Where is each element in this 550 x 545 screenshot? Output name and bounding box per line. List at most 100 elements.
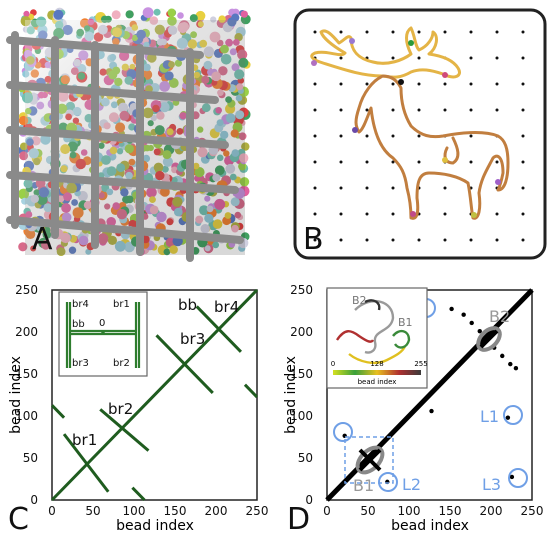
lattice-dot [495,56,499,60]
axis-ticks: 0 50 100 150 200 250 0 50 100 150 200 25… [290,283,543,518]
y-tick-100: 100 [290,409,313,423]
x-tick-0: 0 [48,504,56,518]
inset-br4: br4 [72,299,89,310]
conformation-trace-green [392,329,411,349]
lattice-dot [521,56,525,60]
polymer-bead [177,12,184,19]
contact-dot [505,415,511,420]
lattice-dot [417,238,421,242]
plot-frame [326,289,533,501]
y-tick-250: 250 [15,283,38,297]
contact-segment [155,334,214,394]
feature-labels: B2 B1 L1 L2 L3 [353,307,510,495]
x-tick-0: 0 [323,504,331,518]
contact-dot [509,474,515,480]
x-tick-250: 250 [246,504,269,518]
y-tick-250: 250 [290,283,313,297]
inset-b2: B2 [352,294,367,307]
lattice-grid [6,31,244,262]
lattice-dot [495,30,499,34]
y-tick-0: 0 [305,493,313,507]
polymer-bead [195,10,206,21]
polymer-bead [142,7,154,18]
lattice-dot [313,186,317,190]
label-br1: br1 [72,431,97,449]
y-tick-150: 150 [290,367,313,381]
lattice-dot [365,82,369,86]
contact-dot [477,328,482,334]
l2-circle [378,472,398,492]
b1-dashed-box [344,436,394,484]
contact-dot [500,353,505,359]
x-tick-150: 150 [439,504,462,518]
lattice-dot [391,186,395,190]
body-loop [443,136,460,165]
polymer-bead [53,9,64,20]
lattice-dot [391,160,395,164]
inset-br1: br1 [113,299,130,310]
lattice-dot [469,82,473,86]
contact-segment [243,383,259,399]
contact-segment [50,404,66,419]
lattice-dot [365,160,369,164]
lattice-dot [521,238,525,242]
lattice-dot [443,82,447,86]
lattice-dot [313,30,317,34]
lattice-dot [313,134,317,138]
lattice-dot [391,30,395,34]
lattice-dot [495,108,499,112]
contact-segment [195,305,242,353]
panel-label-a: A [32,222,53,257]
lattice-dot [391,82,395,86]
x-tick-100: 100 [398,504,421,518]
lattice-dot [365,186,369,190]
colorbar [333,370,421,375]
lattice-dot [339,160,343,164]
lattice-dot [521,30,525,34]
lattice-dot [313,82,317,86]
lattice-dot [521,212,525,216]
label-b1: B1 [353,476,374,495]
conformation-trace-gray [354,299,395,354]
lattice-dot [495,160,499,164]
lattice-dot [469,134,473,138]
panel-label-b: B [303,222,324,257]
panel-a: A [0,0,275,270]
lattice-dot [391,238,395,242]
reindeer-beads [311,38,501,218]
lattice-dot [417,108,421,112]
lattice-dot [313,160,317,164]
x-tick-100: 100 [123,504,146,518]
label-l2: L2 [402,475,421,494]
lattice-dot [469,30,473,34]
x-tick-200: 200 [480,504,503,518]
x-tick-200: 200 [205,504,228,518]
lattice-dot [339,212,343,216]
lattice-dot [313,108,317,112]
lattice-dot [521,108,525,112]
label-bb: bb [178,296,197,314]
polymer-bead [23,10,30,17]
contact-segment [62,433,110,493]
lattice-dot [521,82,525,86]
colorbar-label: bead index [358,378,397,386]
feature-markers [333,298,528,492]
antler-curve [310,26,461,79]
reindeer-diagram [293,8,547,260]
lattice-dot [469,56,473,60]
lattice-dot [417,82,421,86]
label-br4: br4 [214,298,239,316]
polymer-cube-illustration [6,7,251,262]
x-tick-250: 250 [521,504,544,518]
y-tick-0: 0 [30,493,38,507]
inset-b1: B1 [398,316,413,329]
lattice-dot [313,212,317,216]
panel-b: B [293,8,548,263]
label-l3: L3 [482,475,501,494]
conformation-trace-dark [364,299,381,311]
panel-label-c: C [8,502,29,537]
lattice-dot [339,186,343,190]
contact-dot [513,366,519,371]
lattice-dot [365,238,369,242]
y-tick-100: 100 [15,409,38,423]
